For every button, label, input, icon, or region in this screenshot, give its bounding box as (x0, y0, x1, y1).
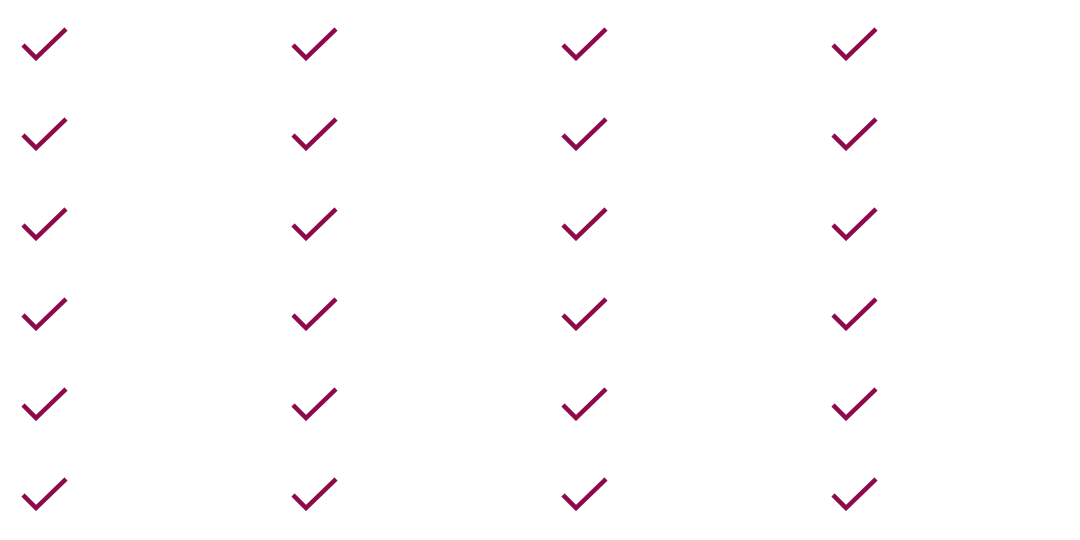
checkmark-icon (21, 386, 70, 426)
checkmark-icon (21, 296, 70, 336)
checkmark-icon (831, 386, 880, 426)
checkmark-icon (21, 206, 70, 246)
checkmark-icon (561, 116, 610, 156)
checkmark-icon (831, 476, 880, 516)
checkmark-icon (561, 26, 610, 66)
checkmark-icon (831, 206, 880, 246)
checkmark-icon (561, 386, 610, 426)
checkmark-icon (21, 476, 70, 516)
checkmark-icon (291, 116, 340, 156)
checkmark-icon (291, 296, 340, 336)
checkmark-icon (291, 386, 340, 426)
checkmark-icon (561, 296, 610, 336)
checkmark-icon (21, 116, 70, 156)
checkmark-icon (291, 26, 340, 66)
checkmark-icon (291, 206, 340, 246)
checkmark-icon (561, 206, 610, 246)
checkmark-icon (21, 26, 70, 66)
checkmark-icon (831, 116, 880, 156)
checkmark-icon (291, 476, 340, 516)
checkmark-icon (831, 296, 880, 336)
checkmark-icon (561, 476, 610, 516)
checkmark-icon (831, 26, 880, 66)
